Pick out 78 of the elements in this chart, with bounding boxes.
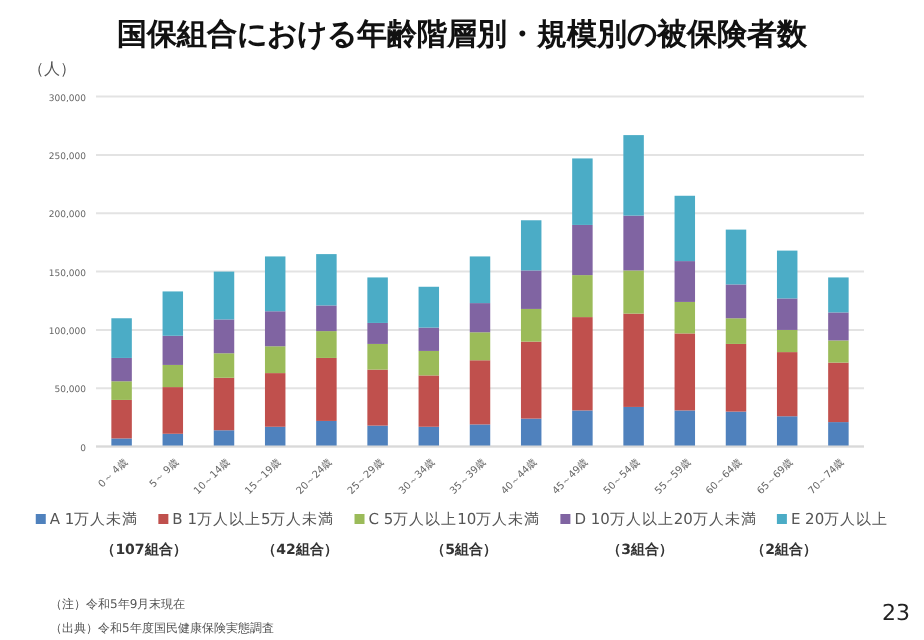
bar — [623, 270, 644, 314]
bar — [111, 381, 132, 400]
bar — [623, 406, 644, 447]
bar — [520, 270, 542, 309]
bar — [828, 312, 849, 341]
bar — [469, 256, 491, 304]
bar — [572, 224, 593, 276]
bar — [111, 399, 132, 439]
bar — [469, 360, 491, 425]
bar — [623, 313, 644, 407]
bar — [725, 343, 747, 412]
bar — [213, 377, 235, 431]
bar — [367, 369, 388, 426]
bar — [776, 329, 798, 353]
bar — [776, 250, 798, 299]
bar — [162, 291, 184, 336]
bar — [623, 215, 644, 271]
bar — [674, 333, 696, 411]
bar — [264, 256, 286, 312]
bar — [367, 425, 388, 447]
bar — [828, 422, 849, 447]
bar — [418, 327, 440, 351]
bar — [674, 410, 696, 447]
chart-title: 国保組合における年齢階層別・規模別の被保険者数 — [117, 16, 809, 52]
bar — [725, 318, 747, 344]
bar — [316, 357, 337, 421]
bar — [367, 277, 388, 323]
bar — [162, 335, 184, 365]
bar — [725, 229, 747, 285]
bar — [776, 352, 798, 417]
bar — [572, 158, 593, 225]
bar — [674, 301, 696, 334]
bar — [111, 318, 132, 358]
bar — [725, 411, 747, 447]
bar — [264, 311, 286, 347]
bar — [264, 346, 286, 374]
bar — [418, 375, 440, 427]
bar — [776, 298, 798, 330]
bar — [316, 331, 337, 358]
bar — [213, 430, 235, 447]
bar — [162, 387, 184, 434]
bar — [367, 322, 388, 344]
bar — [520, 308, 542, 342]
text: 23 — [882, 600, 910, 626]
bar — [572, 275, 593, 318]
bar — [162, 433, 184, 447]
bar — [316, 254, 337, 306]
bar — [264, 373, 286, 427]
bar — [623, 135, 644, 216]
bar — [162, 364, 184, 388]
bar — [572, 317, 593, 411]
bar — [520, 418, 542, 447]
bar — [469, 424, 491, 447]
bar — [828, 340, 849, 363]
bar — [776, 416, 798, 447]
bar — [520, 341, 542, 419]
bar — [316, 420, 337, 447]
bar — [418, 426, 440, 447]
bar — [469, 303, 491, 333]
bar — [316, 305, 337, 332]
bar — [367, 343, 388, 370]
bar — [418, 286, 440, 328]
bar — [674, 261, 696, 302]
bar — [264, 426, 286, 447]
bar — [828, 277, 849, 313]
bar — [111, 438, 132, 447]
bar — [111, 357, 132, 382]
bar — [213, 271, 235, 320]
y-axis-title: （人） — [28, 60, 76, 78]
bar — [213, 353, 235, 378]
bar — [572, 410, 593, 447]
bar — [725, 284, 747, 319]
bar — [213, 319, 235, 354]
bar — [674, 195, 696, 262]
bar — [828, 362, 849, 423]
bar — [520, 220, 542, 271]
bar — [418, 350, 440, 376]
bar — [469, 332, 491, 361]
